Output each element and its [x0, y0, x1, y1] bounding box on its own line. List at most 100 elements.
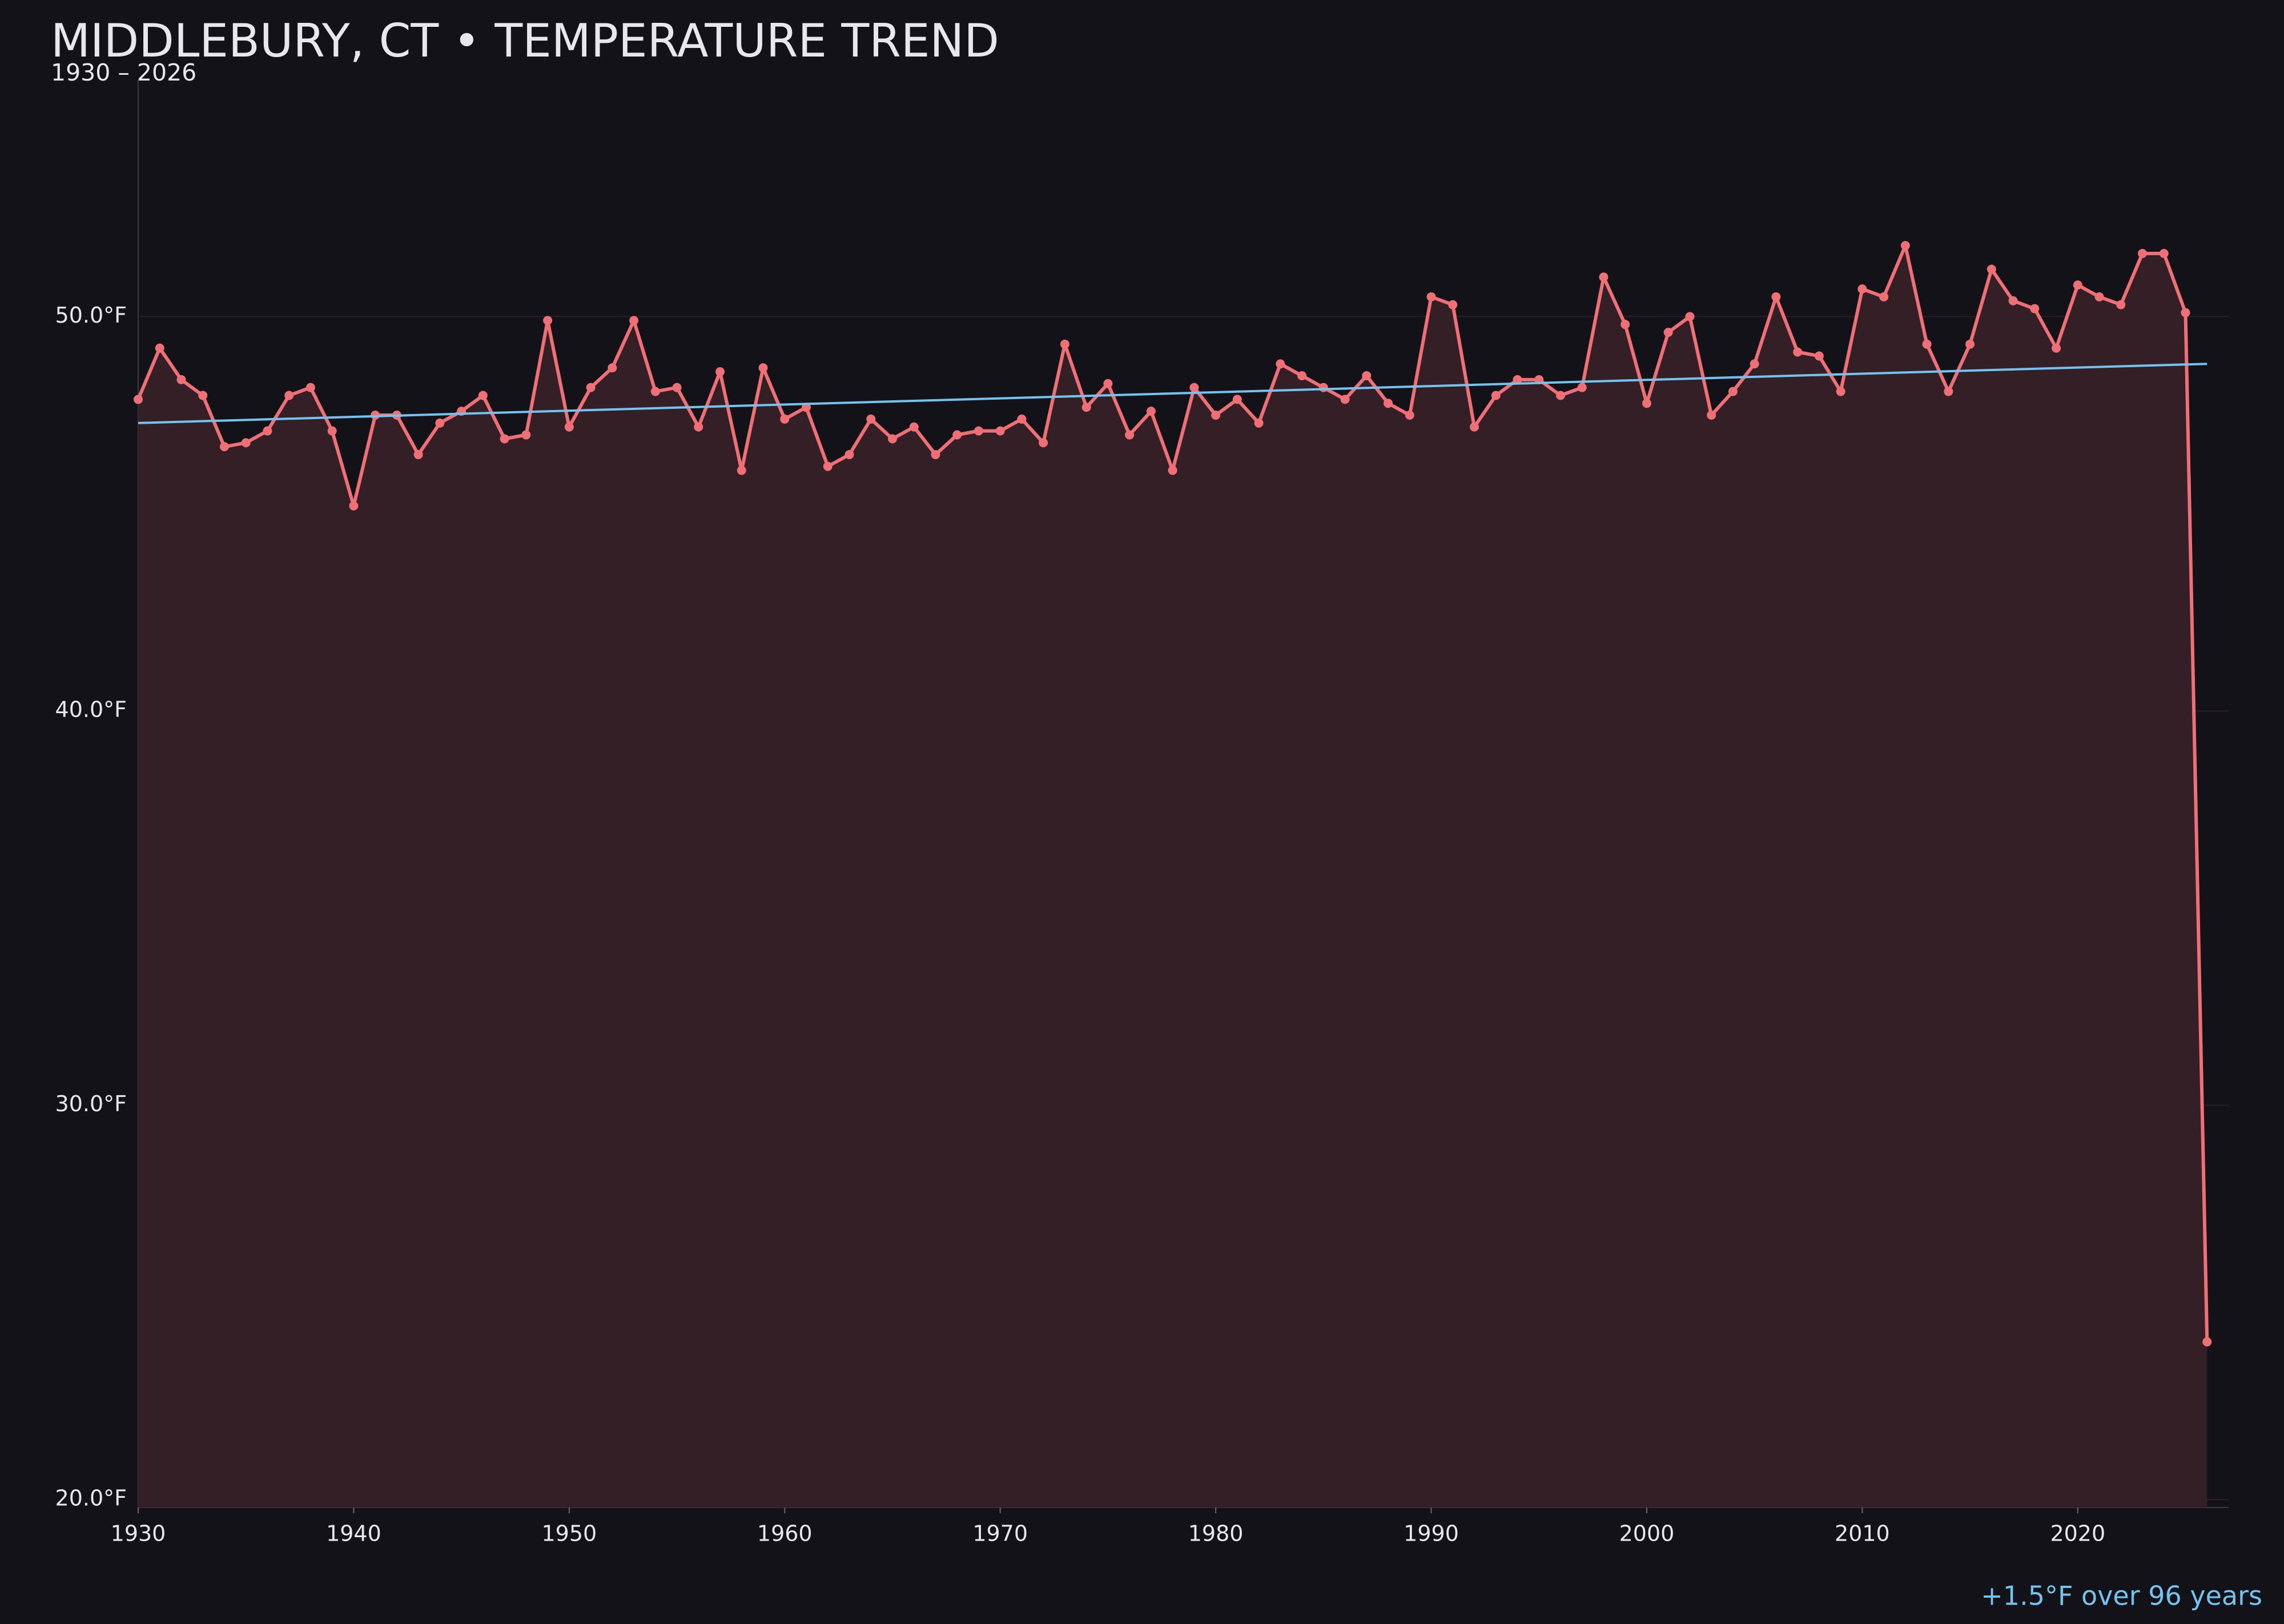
- data-point: [909, 422, 919, 432]
- data-point: [1189, 383, 1199, 392]
- data-point: [2202, 1337, 2212, 1346]
- data-point: [1211, 411, 1221, 420]
- data-point: [413, 450, 423, 460]
- data-point: [586, 383, 596, 392]
- y-tick-label: 50.0°F: [55, 303, 127, 328]
- data-point: [1297, 371, 1307, 380]
- data-point: [1728, 387, 1738, 396]
- data-point: [1836, 387, 1845, 396]
- data-point: [1771, 292, 1781, 302]
- data-point: [1232, 395, 1242, 404]
- data-point: [543, 316, 553, 325]
- data-point: [198, 391, 208, 400]
- data-point: [866, 414, 876, 424]
- data-point: [995, 426, 1005, 436]
- data-point: [1060, 339, 1069, 349]
- data-point: [1103, 379, 1113, 388]
- annotation: +1.5°F over 96 years: [1981, 1581, 2262, 1611]
- data-point: [478, 391, 488, 400]
- data-point: [1491, 391, 1501, 400]
- data-point: [1426, 292, 1436, 302]
- data-point: [1620, 320, 1630, 329]
- data-point: [2159, 248, 2169, 258]
- data-point: [737, 465, 746, 475]
- x-tick-label: 1940: [326, 1521, 381, 1546]
- data-point: [1685, 312, 1695, 321]
- area-fill: [138, 246, 2207, 1508]
- data-point: [327, 426, 337, 436]
- x-tick-label: 1960: [757, 1521, 813, 1546]
- data-point: [564, 422, 574, 432]
- data-point: [1318, 383, 1328, 392]
- data-point: [219, 442, 229, 452]
- data-point: [1039, 438, 1048, 448]
- data-point: [650, 387, 660, 396]
- data-point: [241, 438, 251, 448]
- x-tick-label: 1990: [1404, 1521, 1459, 1546]
- data-point: [1814, 351, 1824, 361]
- data-point: [608, 363, 617, 373]
- data-point: [1707, 411, 1716, 420]
- data-point: [1362, 371, 1372, 380]
- x-tick-label: 1950: [541, 1521, 597, 1546]
- data-point: [1017, 414, 1027, 424]
- data-point: [1448, 300, 1458, 309]
- data-point: [2094, 292, 2104, 302]
- data-point: [1405, 411, 1414, 420]
- data-point: [694, 422, 703, 432]
- data-point: [435, 418, 445, 428]
- data-point: [134, 395, 143, 404]
- data-point: [1987, 264, 1996, 274]
- data-point: [887, 434, 897, 444]
- data-point: [521, 430, 531, 440]
- data-point: [715, 367, 725, 377]
- data-point: [672, 383, 682, 392]
- data-point: [1857, 284, 1867, 294]
- data-point: [2138, 248, 2148, 258]
- data-point: [2181, 308, 2190, 317]
- x-tick-label: 1970: [972, 1521, 1028, 1546]
- x-tick-label: 1930: [111, 1521, 166, 1546]
- data-point: [1577, 383, 1587, 392]
- data-point: [500, 434, 509, 444]
- data-point: [2052, 343, 2061, 353]
- y-tick-label: 40.0°F: [55, 697, 127, 722]
- data-point: [2008, 296, 2018, 305]
- data-point: [1513, 375, 1522, 384]
- data-point: [1944, 387, 1953, 396]
- data-point: [823, 461, 833, 471]
- data-point: [974, 426, 983, 436]
- data-point: [1793, 347, 1803, 357]
- data-point: [155, 343, 164, 353]
- data-point: [1555, 391, 1565, 400]
- data-point: [1900, 241, 1910, 251]
- data-point: [1384, 399, 1393, 408]
- data-point: [1663, 327, 1673, 337]
- data-point: [349, 501, 359, 510]
- y-tick-label: 30.0°F: [55, 1091, 127, 1116]
- data-point: [284, 391, 294, 400]
- data-point: [1599, 272, 1609, 282]
- data-point: [1750, 359, 1759, 369]
- data-point: [1922, 339, 1932, 349]
- x-tick-label: 2000: [1619, 1521, 1675, 1546]
- x-tick-label: 2020: [2050, 1521, 2105, 1546]
- data-point: [1340, 395, 1350, 404]
- x-tick-label: 2010: [1835, 1521, 1890, 1546]
- data-point: [1642, 399, 1651, 408]
- data-point: [845, 450, 854, 460]
- data-point: [758, 363, 768, 373]
- chart-subtitle: 1930 – 2026: [51, 59, 196, 86]
- data-point: [1965, 339, 1975, 349]
- data-point: [952, 430, 962, 440]
- data-point: [2030, 304, 2040, 313]
- data-point: [1254, 418, 1264, 428]
- data-point: [1081, 403, 1091, 412]
- data-point: [931, 450, 940, 460]
- data-point: [1276, 359, 1285, 369]
- data-point: [176, 375, 186, 384]
- trend-line: [138, 363, 2207, 424]
- data-point: [780, 414, 790, 424]
- x-tick-label: 1980: [1188, 1521, 1244, 1546]
